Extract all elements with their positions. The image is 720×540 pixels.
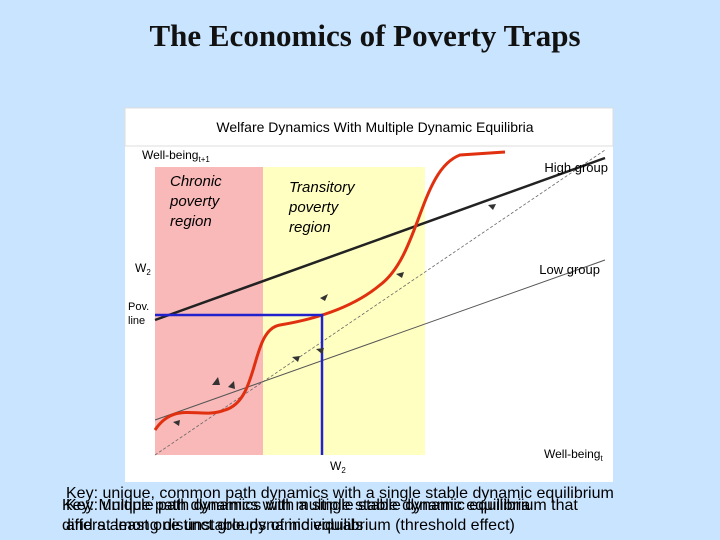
chronic-region-label: region <box>170 213 212 230</box>
key-line: differs among distinct groups of individ… <box>62 517 363 534</box>
w2-y-label: W2 <box>135 261 151 277</box>
high-group-line <box>154 156 606 322</box>
w2-x-label: W2 <box>330 459 346 475</box>
label-subscript: 2 <box>146 268 151 277</box>
transitory-region <box>263 167 425 455</box>
chronic-region-label: poverty <box>169 193 221 210</box>
chronic-region-label: Chronic <box>170 173 222 190</box>
low-group-line <box>154 259 606 421</box>
transitory-region-label: poverty <box>288 199 340 216</box>
pov-line-label: line <box>128 315 145 327</box>
key-line: and at least one unstable dynamic equili… <box>66 517 515 534</box>
label-subscript: t+1 <box>198 155 210 164</box>
label-text: Well-being <box>142 148 198 162</box>
poverty-line-guide <box>155 313 324 455</box>
s-curve <box>153 150 506 431</box>
arrows <box>173 204 496 426</box>
slide-title: The Economics of Poverty Traps <box>149 18 580 53</box>
key-text: Key: unique, common path dynamics with a… <box>62 485 614 534</box>
key-line: Key: unique, common path dynamics with a… <box>66 485 614 502</box>
high-group-label: High group <box>544 160 608 175</box>
pov-line-label: Pov. <box>128 301 149 313</box>
figure-title: Welfare Dynamics With Multiple Dynamic E… <box>216 119 533 135</box>
chronic-region <box>155 167 263 455</box>
label-text: Well-being <box>544 447 600 461</box>
label-subscript: t <box>600 454 603 463</box>
transitory-region-label: Transitory <box>289 179 356 196</box>
transitory-region-label: region <box>289 219 331 236</box>
label-text: W <box>135 261 147 275</box>
y-axis-label: Well-beingt+1 <box>142 148 210 164</box>
region-labels: Chronic poverty region Transitory poverty reg… <box>169 173 356 236</box>
key-line: Key: Multiple path dynamics with a singl… <box>62 497 578 514</box>
key-line: Key: unique path dynamics with multiple … <box>66 497 530 514</box>
diagonal <box>154 149 606 456</box>
x-axis-label: Well-beingt <box>544 447 603 463</box>
label-text: W <box>330 459 342 473</box>
low-group-label: Low group <box>539 262 600 277</box>
figure-title-box <box>124 107 614 147</box>
label-subscript: 2 <box>341 466 346 475</box>
